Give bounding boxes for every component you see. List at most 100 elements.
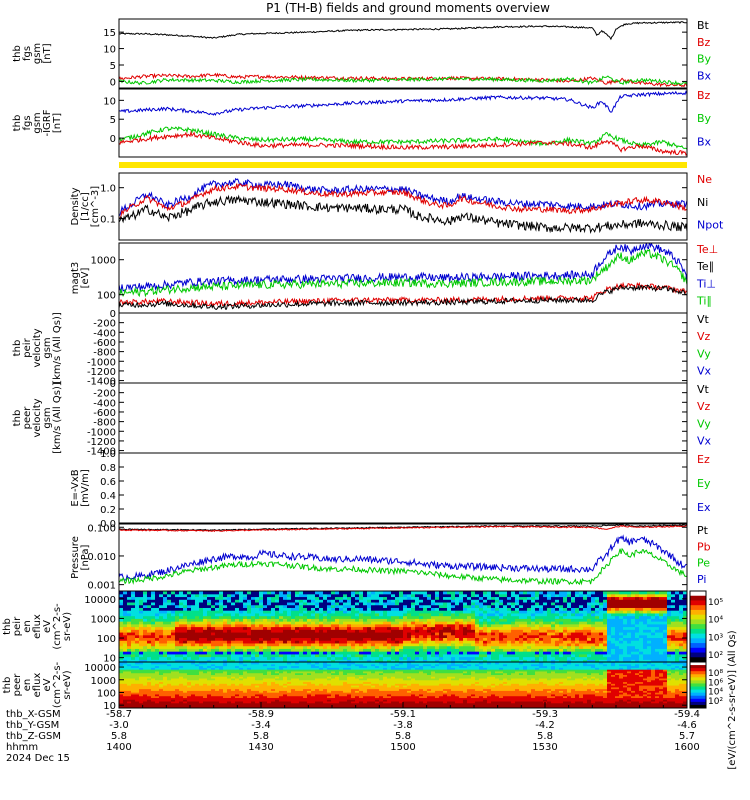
y-axis-label: (cm^2-s- xyxy=(52,603,63,650)
colorbar-segment xyxy=(690,628,706,635)
y-axis-label: peir xyxy=(22,337,33,357)
legend-item: Ne xyxy=(697,173,712,186)
colorbar-tick-label: 10⁴ xyxy=(708,616,723,626)
ytick-label: 0.010 xyxy=(87,552,116,563)
colorbar-tick-label: 10⁴ xyxy=(708,688,723,698)
legend-item: Vx xyxy=(697,364,712,377)
ytick-label: 1000 xyxy=(91,256,116,267)
ytick-label: -1400 xyxy=(87,377,116,388)
y-axis-label: eflux xyxy=(32,673,43,698)
ytick-label: 5 xyxy=(110,115,116,126)
colorbar-segment xyxy=(690,698,706,703)
colorbar-segment xyxy=(690,591,706,597)
y-axis-label: thb xyxy=(2,618,13,635)
legend-item: Pb xyxy=(697,540,711,553)
colorbar-segment xyxy=(690,683,706,688)
y-axis-label: -IGRF xyxy=(42,109,53,136)
legend-item: Ey xyxy=(697,477,711,490)
legend-item: Pi xyxy=(697,573,706,586)
series-Pe xyxy=(119,547,687,586)
x-tick-label: 1500 xyxy=(390,742,415,753)
x-tick-label: -3.8 xyxy=(393,720,413,731)
colorbar-segment xyxy=(690,680,706,684)
panel-frame xyxy=(118,382,688,454)
ytick-label: -200 xyxy=(93,319,116,330)
x-tick-label: -3.4 xyxy=(251,720,271,731)
panel-fgs_nobt: 10 5 0 thb fgs gsm -IGRF [nT] Bz By Bx xyxy=(12,88,712,158)
ytick-label: 0.001 xyxy=(87,581,116,592)
colorbar-segment xyxy=(690,677,706,681)
colorbar-tick-label: 10⁶ xyxy=(708,678,723,688)
legend-item: Te⊥ xyxy=(696,243,718,256)
y-axis-label: thb xyxy=(12,45,23,62)
series-Bz xyxy=(119,90,687,116)
legend-item: By xyxy=(697,112,712,125)
y-axis-label: velocity xyxy=(32,398,43,437)
legend-item: Pe xyxy=(697,557,710,570)
ytick-label: -1200 xyxy=(87,437,116,448)
panel-frame xyxy=(118,172,688,241)
y-axis-label: thb xyxy=(12,115,23,132)
legend-item: Vz xyxy=(697,400,711,413)
legend-item: By xyxy=(697,53,712,66)
panel-frame xyxy=(118,452,688,524)
colorbar-tick-label: 10² xyxy=(708,697,723,707)
x-row-label: thb_Z-GSM xyxy=(6,731,61,742)
legend-item: Vx xyxy=(697,434,712,447)
y-axis-label: [cm^-3] xyxy=(90,186,101,227)
y-axis-label: [km/s (All Qs)] xyxy=(52,312,63,384)
colorbar-label: [eV/(cm^2-s-sr-eV)] (All Qs) xyxy=(727,630,738,769)
colorbar-segment xyxy=(690,704,706,709)
ytick-label: 100 xyxy=(97,634,116,645)
panel-frame xyxy=(118,88,688,158)
colorbar-segment xyxy=(690,695,706,700)
colorbar-segment xyxy=(690,614,706,620)
y-axis-label: [nPa] xyxy=(80,544,91,570)
x-tick-label: 1600 xyxy=(674,742,699,753)
legend-item: Bz xyxy=(697,36,711,49)
x-tick-label: -3.0 xyxy=(109,720,129,731)
ytick-label: 10 xyxy=(103,701,116,712)
ytick-label: 0 xyxy=(110,134,116,145)
ytick-label: 0.4 xyxy=(100,491,116,502)
series-By xyxy=(119,126,687,150)
legend-item: Bx xyxy=(697,135,712,148)
colorbar-segment xyxy=(690,605,706,611)
y-axis-label: [nT] xyxy=(42,43,53,63)
y-axis-label: gsm xyxy=(32,43,43,64)
colorbar-tick-label: 10² xyxy=(708,651,723,661)
ytick-label: -800 xyxy=(93,418,116,429)
legend-item: Vy xyxy=(697,347,711,360)
colorbar-segment xyxy=(690,692,706,697)
y-axis-label: peer xyxy=(12,673,23,697)
y-axis-label: sr-eV) xyxy=(62,612,73,641)
y-axis-label: magt3 xyxy=(70,262,81,295)
colorbar-segment xyxy=(690,600,706,606)
x-axis: [eV/(cm^2-s-sr-eV)] (All Qs) thb_X-GSM -58… xyxy=(6,630,738,769)
y-axis-label: fgs xyxy=(22,46,33,61)
y-axis-label: [1/cc] xyxy=(80,192,91,221)
ytick-label: -1400 xyxy=(87,447,116,458)
y-axis-label: sr-eV) xyxy=(62,670,73,699)
series-Bt xyxy=(119,21,687,41)
ytick-label: 10000 xyxy=(84,595,116,606)
x-tick-label: -4.6 xyxy=(677,720,697,731)
legend-item: Te∥ xyxy=(696,260,714,273)
ytick-label: 1000 xyxy=(91,676,116,687)
legend-item: Npot xyxy=(697,219,724,232)
panel-ion_spectrogram: 10000 1000 100 10 thb peir en eflux eV (cm^2-s-sr… xyxy=(2,590,723,665)
ytick-label: 100 xyxy=(97,291,116,302)
y-axis-label: thb xyxy=(12,340,23,357)
y-axis-label: gsm xyxy=(42,407,53,428)
y-axis-label: [eV] xyxy=(80,268,91,289)
colorbar-segment xyxy=(690,643,706,649)
x-tick-label: 1530 xyxy=(532,742,557,753)
y-axis-label: velocity xyxy=(32,328,43,367)
ytick-label: 1000 xyxy=(91,614,116,625)
ytick-label: 0 xyxy=(110,309,116,320)
spectrogram-electron_spectrogram xyxy=(119,662,687,708)
panel-fgs: 15 10 5 0 thb fgs gsm [nT] Bt Bz By Bx xyxy=(12,18,712,89)
x-tick-label: -59.4 xyxy=(674,709,700,720)
